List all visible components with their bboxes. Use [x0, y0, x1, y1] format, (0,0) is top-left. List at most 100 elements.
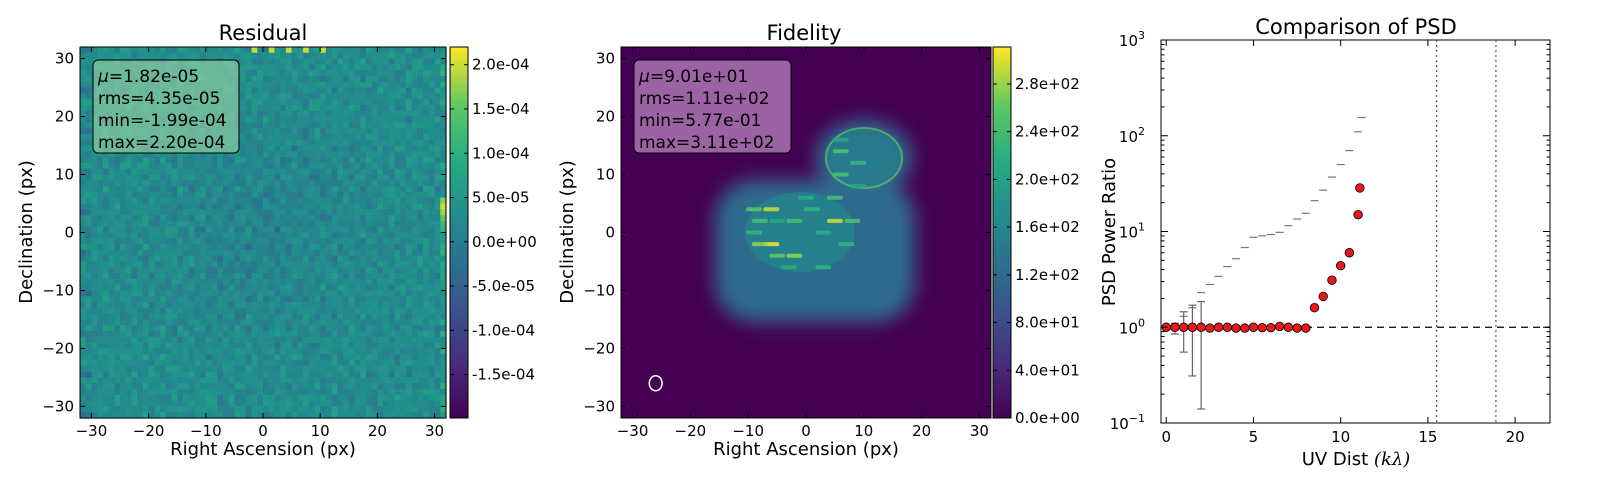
fidelity-x-tick-label: −30 [617, 422, 649, 440]
residual-x-tick-label: 0 [258, 422, 268, 440]
fidelity-colorbar-tick-label: 8.0e+01 [1015, 314, 1080, 332]
psd-point [1178, 322, 1189, 332]
residual-y-tick-label: 0 [64, 224, 74, 242]
residual-stat-rms: rms=4.35e-05 [98, 89, 220, 109]
residual-y-ticks: −30 −20 −10 0 10 20 30 [42, 50, 446, 415]
residual-stat-min: min=-1.99e-04 [98, 111, 227, 131]
fidelity-stat-min: min=5.77e-01 [639, 111, 761, 131]
beam-ellipse [648, 374, 663, 392]
psd-x-tick-label: 0 [1161, 428, 1171, 446]
fidelity-colorbar-tick-label: 2.8e+02 [1015, 75, 1080, 93]
residual-panel: Residual −30 −20 −10 0 10 20 30 −30 −20 −10 0 10 20… [16, 21, 537, 460]
fidelity-x-tick-label: −10 [732, 422, 764, 440]
psd-point [1222, 322, 1232, 332]
psd-point [1318, 291, 1328, 302]
psd-point [1266, 322, 1276, 333]
psd-point [1355, 183, 1365, 193]
psd-point [1301, 323, 1311, 333]
psd-upper-dashes [1162, 116, 1366, 328]
residual-colorbar-tick-label: 2.0e-04 [472, 56, 530, 74]
fidelity-stats-bg [633, 59, 792, 154]
residual-x-tick-label: 10 [311, 422, 330, 440]
fidelity-x-tick-label: 20 [912, 422, 931, 440]
residual-colorbar-ticks: -1.5e-04 -1.0e-04 -5.0e-05 0.0e+00 5.0e-05 1.… [450, 56, 537, 384]
fidelity-x-ticks: −30 −20 −10 0 10 20 30 [617, 47, 989, 440]
psd-y-tick-label: 103 [1119, 29, 1145, 50]
residual-colorbar-tick-label: -1.0e-04 [472, 321, 535, 339]
residual-x-tick-label: 30 [425, 422, 444, 440]
residual-y-tick-label: −30 [42, 397, 74, 415]
residual-x-tick-label: −10 [190, 422, 222, 440]
psd-point [1335, 260, 1346, 271]
fidelity-colorbar-tick-label: 2.0e+02 [1015, 170, 1080, 188]
residual-stats-bg [92, 59, 240, 154]
psd-frame [1160, 39, 1551, 424]
fidelity-x-tick-label: −20 [675, 422, 707, 440]
psd-vertical-lines [1436, 40, 1497, 423]
residual-colorbar-bar [449, 46, 469, 419]
residual-colorbar-tick-label: 1.5e-04 [472, 100, 530, 118]
residual-y-label: Declination (px) [16, 160, 37, 304]
fidelity-x-tick-label: 0 [801, 422, 811, 440]
fidelity-y-tick-label: −20 [583, 339, 615, 357]
residual-y-tick-label: −20 [42, 339, 74, 357]
psd-point [1283, 322, 1294, 332]
residual-x-tick-label: 20 [368, 422, 387, 440]
psd-x-tick-label: 5 [1249, 428, 1259, 446]
psd-point [1213, 322, 1224, 332]
psd-point [1274, 321, 1285, 332]
psd-panel: Comparison of PSD 0 5 10 15 20 10−1 100 101 102… [1099, 15, 1551, 470]
residual-y-tick-label: 20 [55, 108, 74, 126]
residual-y-tick-label: 10 [55, 166, 74, 184]
fidelity-x-tick-label: 10 [854, 422, 873, 440]
fidelity-stat-max: max=3.11e+02 [639, 133, 774, 153]
psd-points [1161, 183, 1365, 333]
fidelity-y-tick-label: −30 [583, 397, 615, 415]
psd-title: Comparison of PSD [1255, 15, 1457, 39]
fidelity-y-tick-label: 10 [596, 166, 615, 184]
psd-point [1187, 322, 1198, 332]
psd-point [1353, 209, 1363, 220]
psd-point [1205, 323, 1215, 333]
fidelity-y-tick-label: 30 [596, 50, 615, 68]
fidelity-y-ticks: −30 −20 −10 0 10 20 30 [583, 50, 991, 415]
fidelity-colorbar-ticks: 0.0e+00 4.0e+01 8.0e+01 1.2e+02 1.6e+02 2.0e+… [993, 75, 1080, 427]
psd-point [1309, 303, 1320, 313]
fidelity-x-label: Right Ascension (px) [713, 439, 899, 460]
residual-y-tick-label: 30 [55, 50, 74, 68]
psd-x-label: UV Dist (kλ) [1302, 449, 1411, 470]
fidelity-y-tick-label: 0 [605, 224, 615, 242]
residual-x-ticks: −30 −20 −10 0 10 20 30 [76, 47, 444, 440]
residual-stat-mu: μ=1.82e-05 [97, 67, 199, 87]
residual-x-tick-label: −20 [133, 422, 165, 440]
psd-point [1231, 323, 1241, 333]
fidelity-y-label: Declination (px) [557, 160, 578, 304]
fidelity-colorbar-tick-label: 1.6e+02 [1015, 218, 1080, 236]
residual-title: Residual [219, 21, 308, 45]
residual-x-label: Right Ascension (px) [170, 439, 356, 460]
psd-point [1248, 322, 1259, 332]
residual-colorbar-tick-label: 0.0e+00 [472, 233, 537, 251]
residual-colorbar-tick-label: 5.0e-05 [472, 189, 530, 207]
residual-colorbar-tick-label: -5.0e-05 [472, 277, 535, 295]
residual-stat-max: max=2.20e-04 [98, 133, 225, 153]
psd-y-tick-label: 10−1 [1110, 412, 1145, 433]
psd-x-tick-label: 10 [1331, 428, 1350, 446]
residual-colorbar-tick-label: -1.5e-04 [472, 366, 535, 384]
fidelity-colorbar-tick-label: 2.4e+02 [1015, 123, 1080, 141]
psd-y-tick-label: 102 [1119, 125, 1145, 146]
psd-point [1327, 275, 1337, 285]
fidelity-stat-rms: rms=1.11e+02 [639, 89, 770, 109]
fidelity-title: Fidelity [767, 21, 842, 45]
psd-point [1344, 248, 1355, 258]
psd-point [1257, 322, 1267, 333]
fidelity-y-tick-label: 20 [596, 108, 615, 126]
psd-point [1292, 323, 1302, 333]
fidelity-colorbar: 0.0e+00 4.0e+01 8.0e+01 1.2e+02 1.6e+02 2.0e+… [992, 46, 1080, 427]
fidelity-x-tick-label: 30 [970, 422, 989, 440]
psd-x-tick-label: 15 [1418, 428, 1437, 446]
fidelity-stat-mu: μ=9.01e+01 [638, 67, 748, 87]
residual-y-tick-label: −10 [42, 281, 74, 299]
residual-colorbar-tick-label: 1.0e-04 [472, 144, 530, 162]
